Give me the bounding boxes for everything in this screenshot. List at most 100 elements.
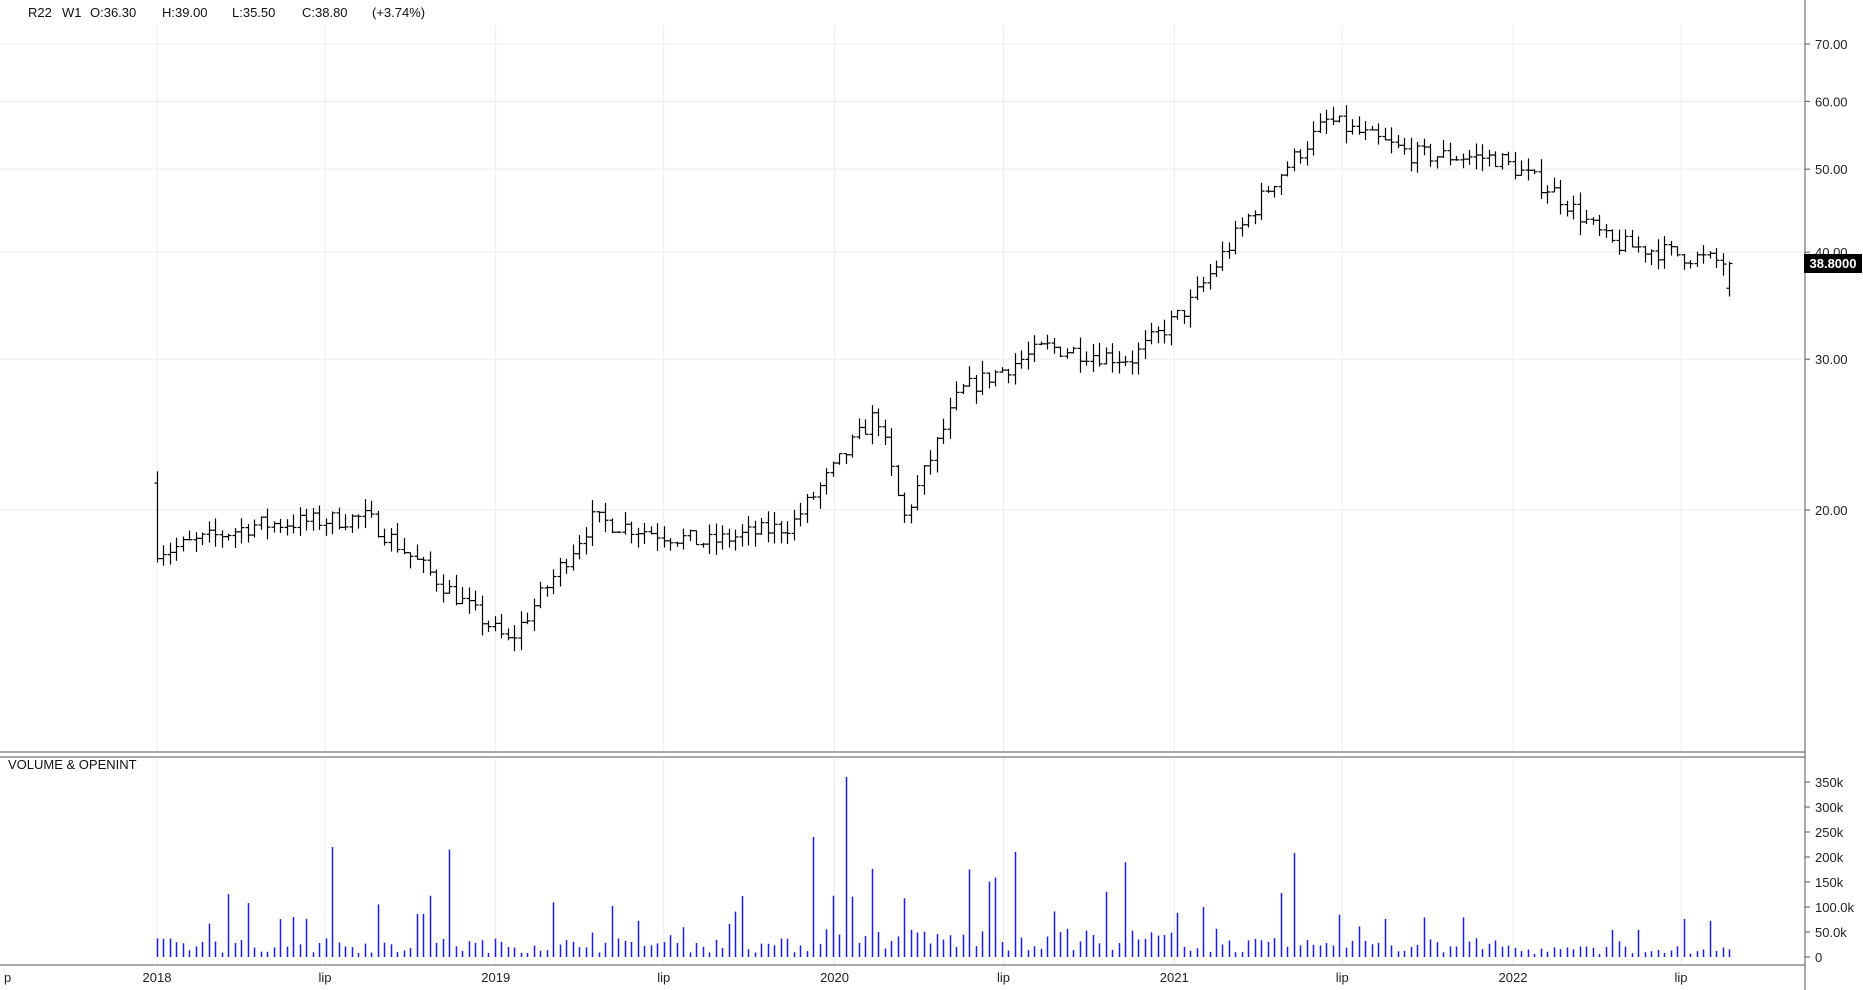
ohlc-bar bbox=[999, 367, 1006, 373]
ohlc-bar bbox=[1031, 335, 1038, 363]
ohlc-bar bbox=[1603, 224, 1610, 238]
ohlc-bar bbox=[576, 535, 583, 560]
ohlc-bar bbox=[693, 530, 700, 546]
ohlc-bar bbox=[1609, 229, 1616, 243]
ohlc-bar bbox=[518, 611, 525, 651]
ohlc-bar bbox=[1271, 185, 1278, 198]
ohlc-bar bbox=[1635, 236, 1642, 253]
ohlc-bar bbox=[323, 518, 330, 536]
ohlc-bar bbox=[180, 536, 187, 552]
ohlc-bar bbox=[557, 557, 564, 587]
ohlc-bar bbox=[154, 471, 161, 563]
ohlc-bar bbox=[921, 465, 928, 495]
ohlc-bar bbox=[726, 528, 733, 548]
ohlc-bar bbox=[778, 521, 785, 544]
ohlc-bar bbox=[1700, 245, 1707, 264]
ohlc-bar bbox=[927, 450, 934, 475]
header-open: O:36.30 bbox=[90, 5, 136, 20]
header-change: (+3.74%) bbox=[372, 5, 425, 20]
ohlc-bar bbox=[1694, 251, 1701, 267]
header-low: L:35.50 bbox=[232, 5, 275, 20]
volume-tick-label: 100.0k bbox=[1815, 900, 1855, 915]
ohlc-bar bbox=[966, 366, 973, 387]
ohlc-bar bbox=[719, 525, 726, 550]
ohlc-bar bbox=[1148, 322, 1155, 345]
ohlc-bar bbox=[1596, 214, 1603, 236]
ohlc-bar bbox=[1005, 368, 1012, 384]
ohlc-bar bbox=[427, 551, 434, 576]
ohlc-bar bbox=[466, 587, 473, 614]
ohlc-bar bbox=[934, 436, 941, 473]
ohlc-bar bbox=[771, 512, 778, 544]
ohlc-bar bbox=[310, 507, 317, 531]
volume-tick-label: 300k bbox=[1815, 800, 1844, 815]
ohlc-bar bbox=[1518, 160, 1525, 176]
ohlc-bar bbox=[570, 544, 577, 571]
ohlc-bar bbox=[401, 538, 408, 555]
ohlc-bar bbox=[420, 556, 427, 574]
ohlc-bar bbox=[667, 538, 674, 551]
ohlc-bar bbox=[1713, 248, 1720, 269]
ohlc-bar bbox=[1551, 177, 1558, 193]
ohlc-bar bbox=[524, 612, 531, 625]
time-tick-label: 2022 bbox=[1499, 970, 1528, 985]
ohlc-bar bbox=[1018, 350, 1025, 369]
ohlc-bar bbox=[544, 585, 551, 597]
time-tick-label: p bbox=[4, 970, 11, 985]
ohlc-bar bbox=[1570, 195, 1577, 220]
ohlc-bar bbox=[1239, 217, 1246, 237]
ohlc-bar bbox=[1213, 260, 1220, 277]
header-symbol: R22 bbox=[28, 5, 52, 20]
ohlc-bar bbox=[206, 521, 213, 543]
header-timeframe: W1 bbox=[62, 5, 82, 20]
volume-tick-label: 0 bbox=[1815, 950, 1822, 965]
price-bars bbox=[154, 105, 1733, 652]
volume-tick-label: 50.0k bbox=[1815, 925, 1847, 940]
ohlc-bar bbox=[1661, 236, 1668, 269]
ohlc-bar bbox=[550, 569, 557, 595]
ohlc-bar bbox=[284, 519, 291, 536]
ohlc-bar bbox=[1291, 148, 1298, 172]
ohlc-bar bbox=[1083, 351, 1090, 366]
ohlc-bar bbox=[953, 381, 960, 411]
ohlc-bar bbox=[492, 616, 499, 632]
ohlc-bar bbox=[479, 595, 486, 636]
ohlc-bar bbox=[1278, 173, 1285, 195]
ohlc-bar bbox=[531, 598, 538, 632]
time-tick-label: lip bbox=[1336, 970, 1349, 985]
ohlc-bar bbox=[173, 537, 180, 561]
ohlc-bar bbox=[661, 526, 668, 548]
ohlc-bar bbox=[1064, 348, 1071, 359]
ohlc-bar bbox=[1505, 151, 1512, 166]
ohlc-bar bbox=[1427, 143, 1434, 167]
ohlc-bar bbox=[1622, 229, 1629, 253]
ohlc-bar bbox=[1219, 241, 1226, 271]
ohlc-bar bbox=[875, 408, 882, 437]
ohlc-bar bbox=[160, 545, 167, 566]
time-tick-label: lip bbox=[1674, 970, 1687, 985]
ohlc-bar bbox=[823, 468, 830, 495]
time-tick-label: lip bbox=[318, 970, 331, 985]
ohlc-bar bbox=[186, 530, 193, 541]
ohlc-bar bbox=[791, 509, 798, 541]
ohlc-bar bbox=[973, 375, 980, 404]
time-tick-label: 2019 bbox=[481, 970, 510, 985]
ohlc-bar bbox=[1499, 153, 1506, 170]
ohlc-bar bbox=[290, 514, 297, 534]
price-tick-label: 50.00 bbox=[1815, 162, 1848, 177]
ohlc-bar bbox=[817, 482, 824, 509]
ohlc-bar bbox=[329, 511, 336, 535]
ohlc-bar bbox=[1395, 134, 1402, 149]
volume-tick-label: 200k bbox=[1815, 850, 1844, 865]
ohlc-bar bbox=[1681, 254, 1688, 270]
ohlc-bar bbox=[1135, 342, 1142, 375]
time-tick-label: 2021 bbox=[1160, 970, 1189, 985]
ohlc-bar bbox=[1642, 246, 1649, 263]
ohlc-bar bbox=[680, 528, 687, 550]
ohlc-bar bbox=[167, 542, 174, 565]
ohlc-bar bbox=[810, 491, 817, 500]
ohlc-bar bbox=[1655, 239, 1662, 270]
ohlc-bar bbox=[1207, 264, 1214, 290]
ohlc-bar bbox=[784, 521, 791, 544]
